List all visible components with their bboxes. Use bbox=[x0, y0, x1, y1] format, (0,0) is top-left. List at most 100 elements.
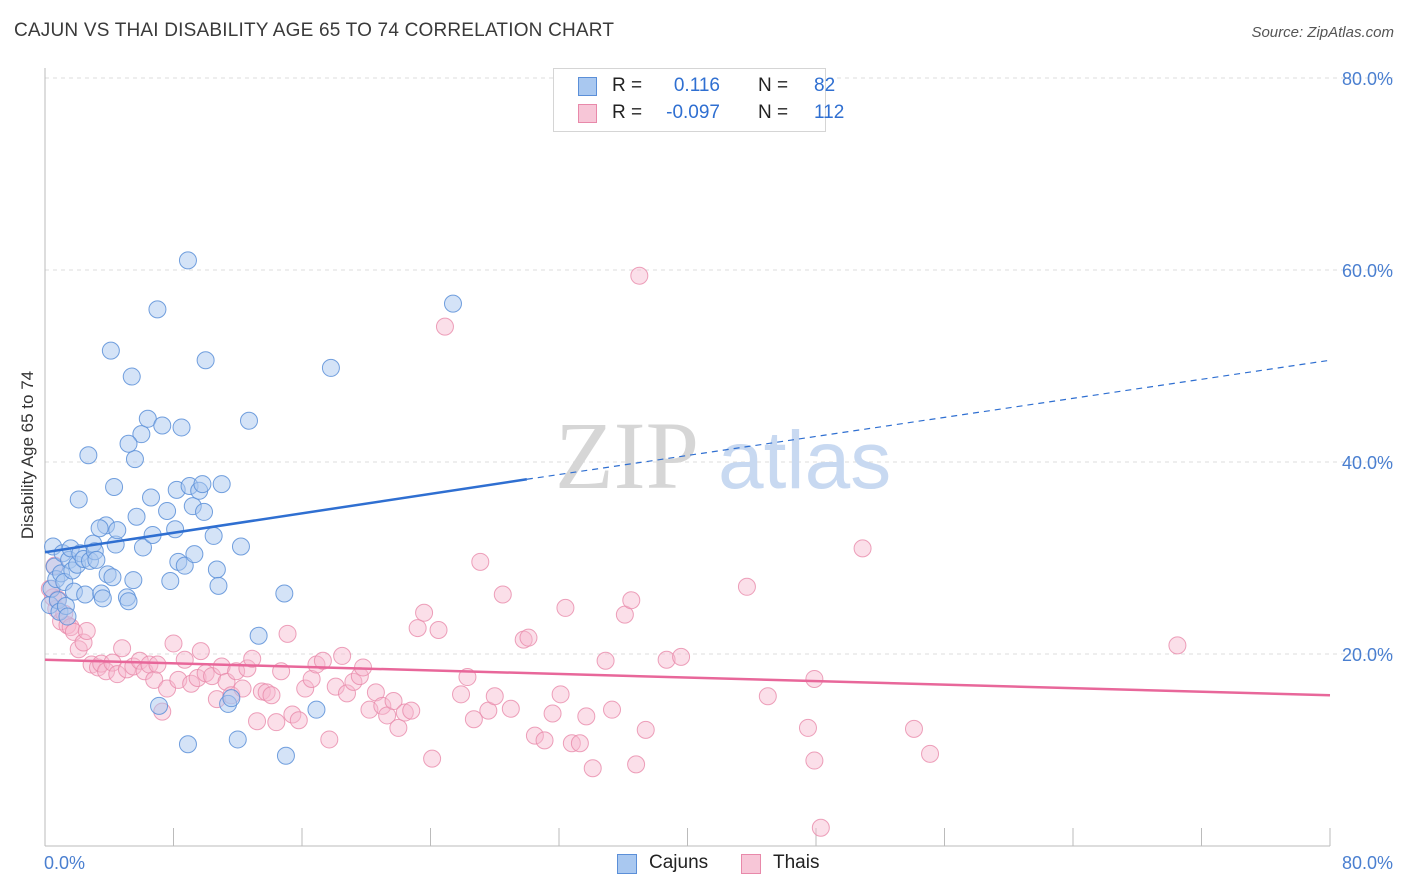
thai-point bbox=[408, 619, 427, 638]
thai-point bbox=[248, 712, 267, 731]
cajun-point bbox=[178, 735, 197, 754]
thai-point bbox=[798, 718, 817, 737]
thai-point bbox=[320, 730, 339, 749]
thai-point bbox=[243, 649, 262, 668]
thai-point bbox=[811, 818, 830, 837]
cajun-point bbox=[275, 584, 294, 603]
thai-point bbox=[904, 719, 923, 738]
thai-point bbox=[551, 685, 570, 704]
cajun-point bbox=[125, 450, 144, 469]
cajun-point bbox=[153, 416, 172, 435]
thai-point bbox=[535, 731, 554, 750]
cajun-point bbox=[127, 507, 146, 526]
thai-point bbox=[77, 621, 96, 640]
thai-point bbox=[921, 744, 940, 763]
thai-point bbox=[423, 749, 442, 768]
thai-point bbox=[805, 669, 824, 688]
y-axis-label: Disability Age 65 to 74 bbox=[18, 370, 37, 540]
cajun-point bbox=[207, 560, 226, 579]
thai-points bbox=[40, 266, 1187, 837]
thai-point bbox=[464, 710, 483, 729]
cajun-point bbox=[148, 300, 167, 319]
cajun-point bbox=[119, 434, 138, 453]
cajun-point bbox=[231, 537, 250, 556]
legend-n-value: 82 bbox=[814, 75, 836, 96]
thai-point bbox=[191, 642, 210, 661]
cajun-point bbox=[172, 418, 191, 437]
thai-point bbox=[389, 718, 408, 737]
cajun-point bbox=[69, 490, 88, 509]
cajun-point bbox=[193, 475, 212, 494]
cajun-point bbox=[443, 294, 462, 313]
cajun-point bbox=[222, 689, 241, 708]
thai-point bbox=[326, 677, 345, 696]
cajun-point bbox=[161, 572, 180, 591]
y-tick-label: 40.0% bbox=[1342, 453, 1393, 473]
cajun-point bbox=[158, 501, 177, 520]
legend-r-label: R = bbox=[612, 75, 643, 96]
bottom-legend-label-cajuns: Cajuns bbox=[649, 852, 709, 873]
thai-point bbox=[130, 651, 149, 670]
thai-point bbox=[402, 701, 421, 720]
legend-n-label: N = bbox=[758, 102, 789, 123]
thai-point bbox=[313, 651, 332, 670]
thai-point bbox=[672, 647, 691, 666]
thai-point bbox=[108, 665, 127, 684]
cajun-point bbox=[185, 545, 204, 564]
cajun-point bbox=[58, 607, 77, 626]
cajun-trend-line bbox=[44, 478, 528, 554]
legend-r-value: 0.116 bbox=[673, 75, 720, 96]
cajun-point bbox=[307, 700, 326, 719]
thai-point bbox=[543, 704, 562, 723]
thai-point bbox=[175, 650, 194, 669]
thai-trend-line bbox=[44, 658, 1331, 697]
cajun-point bbox=[142, 488, 161, 507]
legend-r-value: -0.097 bbox=[666, 102, 720, 123]
cajun-point bbox=[175, 556, 194, 575]
thai-point bbox=[471, 552, 490, 571]
thai-point bbox=[289, 711, 308, 730]
thai-point bbox=[384, 692, 403, 711]
cajun-point bbox=[132, 425, 151, 444]
cajun-point bbox=[119, 592, 138, 611]
y-tick-label: 80.0% bbox=[1342, 69, 1393, 89]
cajun-point bbox=[239, 411, 258, 430]
tick-labels: 20.0% 40.0% 60.0% 80.0% 0.0% 80.0% bbox=[44, 69, 1393, 873]
legend-swatch-thais bbox=[578, 104, 597, 123]
thai-point bbox=[257, 683, 276, 702]
cajun-point bbox=[122, 367, 141, 386]
cajun-point bbox=[195, 502, 214, 521]
legend-n-value: 112 bbox=[814, 102, 845, 123]
chart-title: CAJUN VS THAI DISABILITY AGE 65 TO 74 CO… bbox=[14, 20, 615, 41]
cajun-point bbox=[249, 626, 268, 645]
thai-point bbox=[278, 624, 297, 643]
gridlines bbox=[45, 77, 1395, 655]
bottom-legend-swatch-cajuns bbox=[617, 854, 637, 874]
thai-point bbox=[164, 634, 183, 653]
cajun-point bbox=[76, 585, 95, 604]
thai-point bbox=[630, 266, 649, 285]
thai-point bbox=[853, 539, 872, 558]
thai-point bbox=[636, 720, 655, 739]
y-tick-label: 20.0% bbox=[1342, 645, 1393, 665]
thai-point bbox=[452, 685, 471, 704]
thai-point bbox=[577, 707, 596, 726]
legend-r-label: R = bbox=[612, 102, 643, 123]
cajun-point bbox=[150, 696, 169, 715]
thai-point bbox=[525, 726, 544, 745]
cajun-point bbox=[105, 477, 124, 496]
cajun-point bbox=[166, 520, 185, 539]
thai-point bbox=[737, 577, 756, 596]
thai-point bbox=[74, 633, 93, 652]
source-label: Source: ZipAtlas.com bbox=[1251, 24, 1394, 41]
cajun-point bbox=[209, 576, 228, 595]
thai-point bbox=[145, 670, 164, 689]
bottom-legend-label-thais: Thais bbox=[773, 852, 820, 873]
trend-lines bbox=[44, 359, 1331, 697]
thai-point bbox=[435, 317, 454, 336]
cajun-point bbox=[108, 521, 127, 540]
thai-point bbox=[429, 621, 448, 639]
thai-point bbox=[333, 646, 352, 665]
cajun-point bbox=[204, 526, 223, 545]
thai-point bbox=[583, 759, 602, 778]
